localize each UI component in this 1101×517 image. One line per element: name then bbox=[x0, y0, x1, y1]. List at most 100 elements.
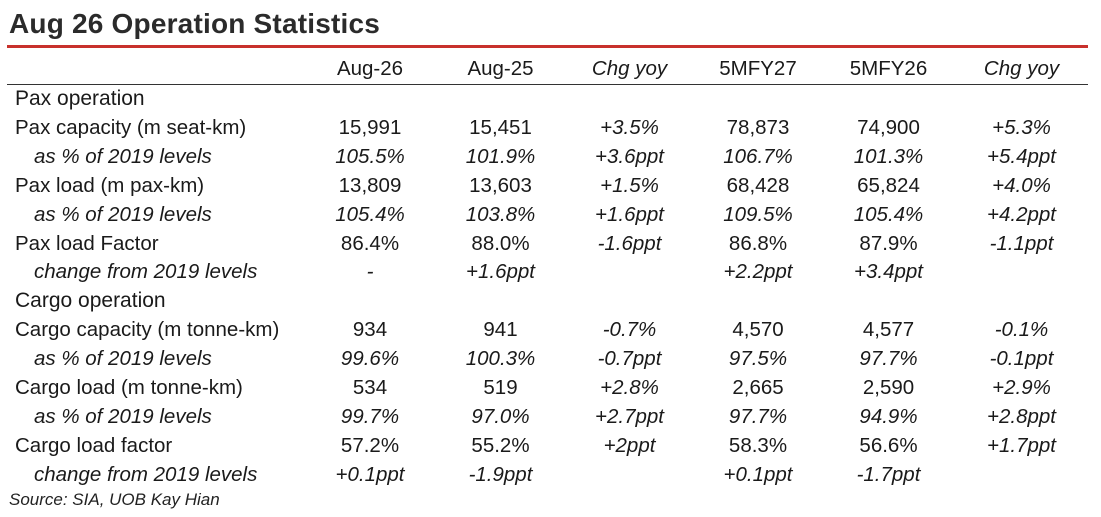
table-cell: 97.5% bbox=[728, 347, 788, 371]
table-row: as % of 2019 levels 105.4% 103.8% +1.6ppt 10… bbox=[7, 201, 1088, 230]
table-cell: 15,991 bbox=[338, 115, 402, 139]
row-label: Pax load Factor bbox=[15, 231, 159, 255]
table-cell: +3.5% bbox=[600, 115, 659, 139]
table-row: Pax load (m pax-km) 13,809 13,603 +1.5% 68,4… bbox=[7, 172, 1088, 201]
table-cell: +1.6ppt bbox=[466, 260, 535, 284]
table-cell: 97.0% bbox=[471, 404, 530, 428]
row-sublabel: as % of 2019 levels bbox=[34, 144, 212, 168]
table-cell: 58.3% bbox=[728, 433, 788, 457]
table-cell: +2.9% bbox=[992, 376, 1051, 400]
table-cell: +3.6ppt bbox=[595, 144, 664, 168]
table-cell: -1.1ppt bbox=[989, 231, 1054, 255]
row-sublabel: as % of 2019 levels bbox=[34, 202, 212, 226]
table-cell: 934 bbox=[352, 318, 388, 342]
table-row: as % of 2019 levels 99.6% 100.3% -0.7ppt 97.… bbox=[7, 345, 1088, 374]
table-cell: 86.8% bbox=[728, 231, 788, 255]
row-label: Cargo load factor bbox=[15, 433, 173, 457]
table-cell: 105.4% bbox=[335, 202, 405, 226]
row-label: Pax load (m pax-km) bbox=[15, 173, 205, 197]
table-cell: 105.5% bbox=[335, 144, 405, 168]
table-row: Pax load Factor 86.4% 88.0% -1.6ppt 86.8% 87.… bbox=[7, 230, 1088, 259]
row-sublabel: as % of 2019 levels bbox=[34, 404, 212, 428]
table-cell: 100.3% bbox=[465, 347, 536, 371]
table-cell: 97.7% bbox=[859, 347, 918, 371]
header-cell-aug-25: Aug-25 bbox=[436, 53, 565, 85]
table-cell bbox=[565, 461, 694, 490]
table-cell: 106.7% bbox=[723, 144, 793, 168]
table-cell: 78,873 bbox=[726, 115, 790, 139]
table-cell: 97.7% bbox=[728, 404, 788, 428]
table-cell: +2.2ppt bbox=[723, 260, 793, 284]
table-cell: 103.8% bbox=[465, 202, 536, 226]
table-cell: 4,577 bbox=[862, 318, 915, 342]
table-cell: 13,809 bbox=[338, 173, 402, 197]
table-row: Pax capacity (m seat-km) 15,991 15,451 +3.5… bbox=[7, 114, 1088, 143]
table-cell: 105.4% bbox=[853, 202, 924, 226]
table-cell: +4.0% bbox=[992, 173, 1051, 197]
row-label: Cargo load (m tonne-km) bbox=[15, 376, 243, 400]
header-cell-5mfy26: 5MFY26 bbox=[822, 53, 955, 85]
header-cell-chg-yoy-month: Chg yoy bbox=[565, 53, 694, 85]
table-cell: 13,603 bbox=[469, 173, 532, 197]
table-cell: -1.7ppt bbox=[856, 462, 921, 486]
table-cell: 57.2% bbox=[340, 433, 400, 457]
table-cell: +4.2ppt bbox=[987, 202, 1056, 226]
table-cell: +5.4ppt bbox=[987, 144, 1056, 168]
table-cell: 941 bbox=[483, 318, 518, 342]
table-cell: +2.7ppt bbox=[595, 404, 664, 428]
table-cell: +3.4ppt bbox=[854, 260, 923, 284]
header-cell-aug-26: Aug-26 bbox=[304, 53, 436, 85]
table-cell: 55.2% bbox=[471, 433, 530, 457]
table-cell: 109.5% bbox=[723, 202, 793, 226]
table-cell: 101.3% bbox=[853, 144, 924, 168]
table-cell: - bbox=[366, 260, 374, 284]
table-row: Cargo capacity (m tonne-km) 934 941 -0.7% 4,… bbox=[7, 316, 1088, 345]
table-cell: 94.9% bbox=[859, 404, 918, 428]
table-cell: +0.1ppt bbox=[723, 462, 793, 486]
table-cell: +5.3% bbox=[992, 115, 1051, 139]
table-cell: +1.5% bbox=[600, 173, 659, 197]
table-cell: +2.8% bbox=[600, 376, 659, 400]
header-cell-chg-yoy-ytd: Chg yoy bbox=[955, 53, 1088, 85]
row-sublabel: change from 2019 levels bbox=[34, 462, 258, 486]
table-header-row: Aug-26 Aug-25 Chg yoy 5MFY27 5MFY26 Chg … bbox=[7, 53, 1088, 85]
page-title: Aug 26 Operation Statistics bbox=[9, 8, 381, 39]
table-row: change from 2019 levels +0.1ppt -1.9ppt +0.… bbox=[7, 461, 1088, 490]
table-cell: 88.0% bbox=[471, 231, 530, 255]
table-cell bbox=[955, 461, 1088, 490]
table-cell: -1.6ppt bbox=[597, 231, 662, 255]
row-sublabel: as % of 2019 levels bbox=[34, 347, 212, 371]
table-cell: 101.9% bbox=[465, 144, 536, 168]
table-cell bbox=[565, 258, 694, 287]
table-row: Cargo load factor 57.2% 55.2% +2ppt 58.3% 56.… bbox=[7, 432, 1088, 461]
table-cell: 74,900 bbox=[857, 115, 920, 139]
table-cell: 86.4% bbox=[340, 231, 400, 255]
table-cell: 519 bbox=[483, 376, 518, 400]
table-cell: 68,428 bbox=[726, 173, 790, 197]
table-cell bbox=[955, 258, 1088, 287]
section-heading: Cargo operation bbox=[15, 289, 166, 313]
table-cell: +0.1ppt bbox=[335, 462, 405, 486]
row-sublabel: change from 2019 levels bbox=[34, 260, 258, 284]
table-cell: 56.6% bbox=[859, 433, 918, 457]
table-cell: +1.7ppt bbox=[987, 433, 1056, 457]
table-cell: -0.7ppt bbox=[597, 347, 662, 371]
table-row: change from 2019 levels - +1.6ppt +2.2ppt +3… bbox=[7, 258, 1088, 287]
table-cell: 2,590 bbox=[862, 376, 915, 400]
table-cell: 15,451 bbox=[469, 115, 532, 139]
section-heading: Pax operation bbox=[15, 87, 145, 110]
title-divider bbox=[7, 45, 1088, 48]
section-heading-row: Cargo operation bbox=[7, 287, 1088, 316]
table-row: as % of 2019 levels 105.5% 101.9% +3.6ppt 10… bbox=[7, 143, 1088, 172]
table-row: as % of 2019 levels 99.7% 97.0% +2.7ppt 97.7… bbox=[7, 403, 1088, 432]
table-cell: 99.7% bbox=[340, 404, 400, 428]
table-row: Cargo load (m tonne-km) 534 519 +2.8% 2,665 2… bbox=[7, 374, 1088, 403]
table-cell: 534 bbox=[352, 376, 388, 400]
row-label: Cargo capacity (m tonne-km) bbox=[15, 318, 280, 342]
table-cell: 87.9% bbox=[859, 231, 918, 255]
table-cell: -0.7% bbox=[602, 318, 657, 342]
table-cell: 2,665 bbox=[732, 376, 784, 400]
header-cell-5mfy27: 5MFY27 bbox=[694, 53, 822, 85]
table-cell: -1.9ppt bbox=[468, 462, 533, 486]
table-cell: -0.1% bbox=[994, 318, 1049, 342]
